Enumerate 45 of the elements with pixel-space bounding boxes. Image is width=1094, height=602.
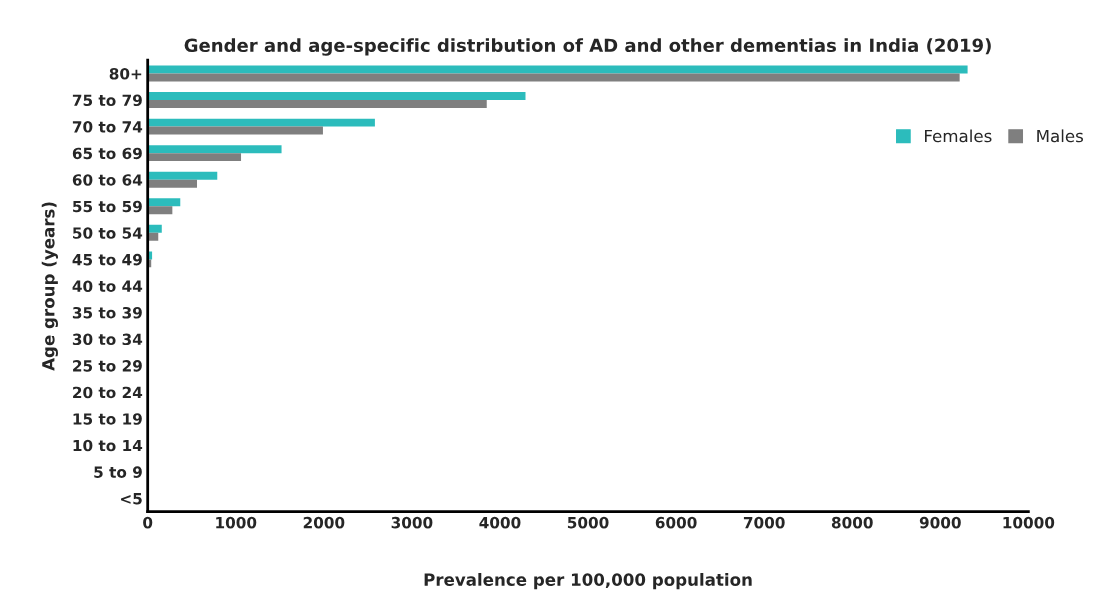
y-tick-label: 25 to 29 bbox=[73, 360, 142, 372]
bar bbox=[147, 153, 242, 162]
y-tick-label: 15 to 19 bbox=[73, 413, 142, 425]
bar bbox=[147, 126, 323, 135]
x-tick-label: 7000 bbox=[743, 516, 785, 529]
bar bbox=[147, 118, 375, 127]
y-tick-label: 80+ bbox=[109, 67, 142, 80]
bar bbox=[147, 179, 198, 188]
x-tick-label: 1000 bbox=[216, 516, 257, 529]
y-tick-label: <5 bbox=[121, 493, 142, 505]
bar bbox=[147, 198, 181, 207]
y-tick-label: 20 to 24 bbox=[73, 386, 143, 399]
y-tick-label: 35 to 39 bbox=[72, 306, 142, 319]
y-tick-label: 5 to 9 bbox=[94, 466, 142, 478]
bar bbox=[147, 206, 173, 215]
x-tick-label: 0 bbox=[143, 516, 153, 529]
bar bbox=[147, 171, 218, 180]
x-tick-label: 10000 bbox=[1003, 516, 1055, 529]
bar bbox=[147, 100, 487, 109]
x-tick-label: 2000 bbox=[303, 516, 345, 529]
x-tick-label: 5000 bbox=[567, 516, 609, 529]
y-tick-label: 10 to 14 bbox=[73, 439, 143, 452]
bar bbox=[147, 145, 282, 154]
y-tick-label: 75 to 79 bbox=[72, 94, 142, 107]
y-tick-label: 65 to 69 bbox=[72, 147, 142, 160]
y-tick-label: 55 to 59 bbox=[73, 200, 142, 213]
bar bbox=[147, 73, 960, 82]
y-tick-label: 40 to 44 bbox=[72, 280, 143, 292]
x-axis-title: Prevalence per 100,000 population bbox=[424, 573, 752, 590]
y-tick-label: 45 to 49 bbox=[72, 253, 142, 266]
x-tick-label: 8000 bbox=[831, 516, 873, 529]
y-tick-label: 50 to 54 bbox=[73, 227, 143, 239]
chart-title: Gender and age-specific distribution of AD and other dementias in India (2019) bbox=[184, 38, 991, 56]
x-tick-label: 6000 bbox=[655, 516, 697, 529]
x-tick-label: 9000 bbox=[919, 516, 961, 529]
x-tick-label: 4000 bbox=[479, 516, 521, 529]
x-tick-label: 3000 bbox=[391, 516, 433, 529]
y-tick-label: 30 to 34 bbox=[72, 333, 143, 346]
bar bbox=[147, 92, 526, 101]
y-tick-label: 70 to 74 bbox=[72, 121, 143, 133]
legend-label: Females bbox=[925, 129, 992, 143]
y-tick-label: 60 to 64 bbox=[72, 174, 143, 186]
y-axis-title: Age group (years) bbox=[41, 202, 58, 371]
legend-label: Males bbox=[1037, 129, 1083, 143]
bar bbox=[147, 224, 162, 233]
